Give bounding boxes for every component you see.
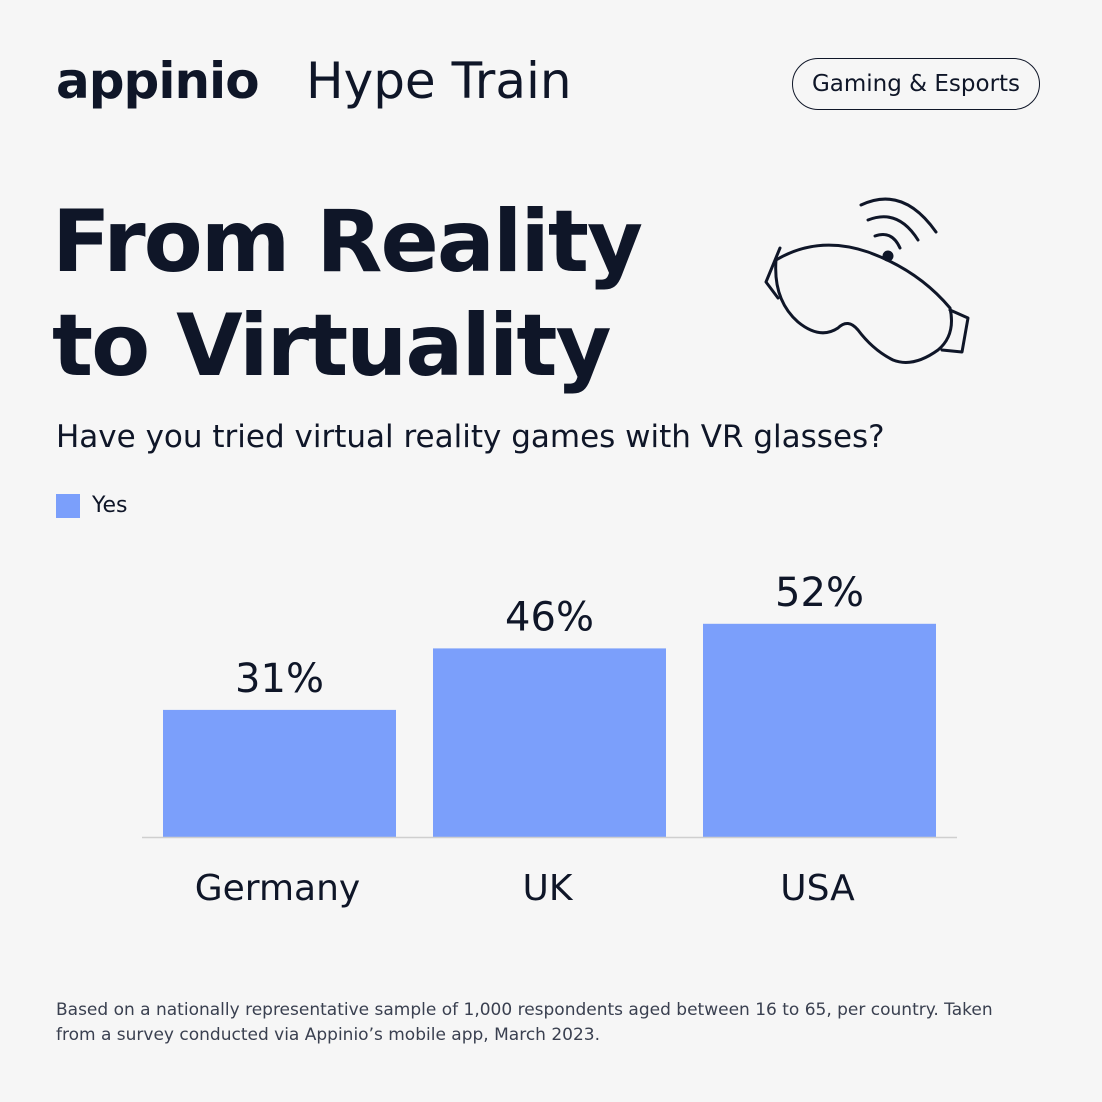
- bar-usa: [703, 623, 936, 837]
- bar-value-label: 52%: [775, 570, 864, 616]
- footnote: Based on a nationally representative sam…: [56, 1000, 993, 1045]
- category-label: USA: [780, 868, 855, 909]
- bar-value-label: 31%: [235, 656, 324, 702]
- bar-uk: [433, 648, 666, 837]
- category-label: Germany: [195, 868, 360, 909]
- category-badge: Gaming & Esports: [792, 58, 1040, 110]
- legend-label: Yes: [92, 493, 128, 518]
- chart-question: Have you tried virtual reality games wit…: [56, 419, 885, 455]
- legend-swatch: [56, 494, 80, 518]
- series-name: Hype Train: [306, 52, 572, 110]
- headline: From Reality to Virtuality: [52, 190, 752, 398]
- bar-germany: [163, 709, 396, 837]
- brand-logo: appinio: [56, 52, 260, 110]
- category-label: UK: [523, 868, 574, 909]
- vr-glasses-wifi-icon: [764, 197, 970, 364]
- headline-line-2: to Virtuality: [52, 296, 612, 396]
- headline-line-1: From Reality: [52, 192, 643, 292]
- bar-value-label: 46%: [505, 594, 594, 640]
